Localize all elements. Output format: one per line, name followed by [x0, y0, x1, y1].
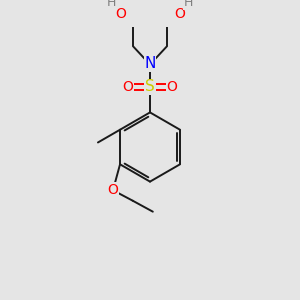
- Text: O: O: [174, 7, 185, 21]
- Text: S: S: [145, 80, 155, 94]
- Text: O: O: [167, 80, 177, 94]
- Text: N: N: [144, 56, 156, 71]
- Text: O: O: [107, 183, 118, 197]
- Text: H: H: [184, 0, 193, 9]
- Text: O: O: [123, 80, 134, 94]
- Text: O: O: [115, 7, 126, 21]
- Text: H: H: [107, 0, 116, 9]
